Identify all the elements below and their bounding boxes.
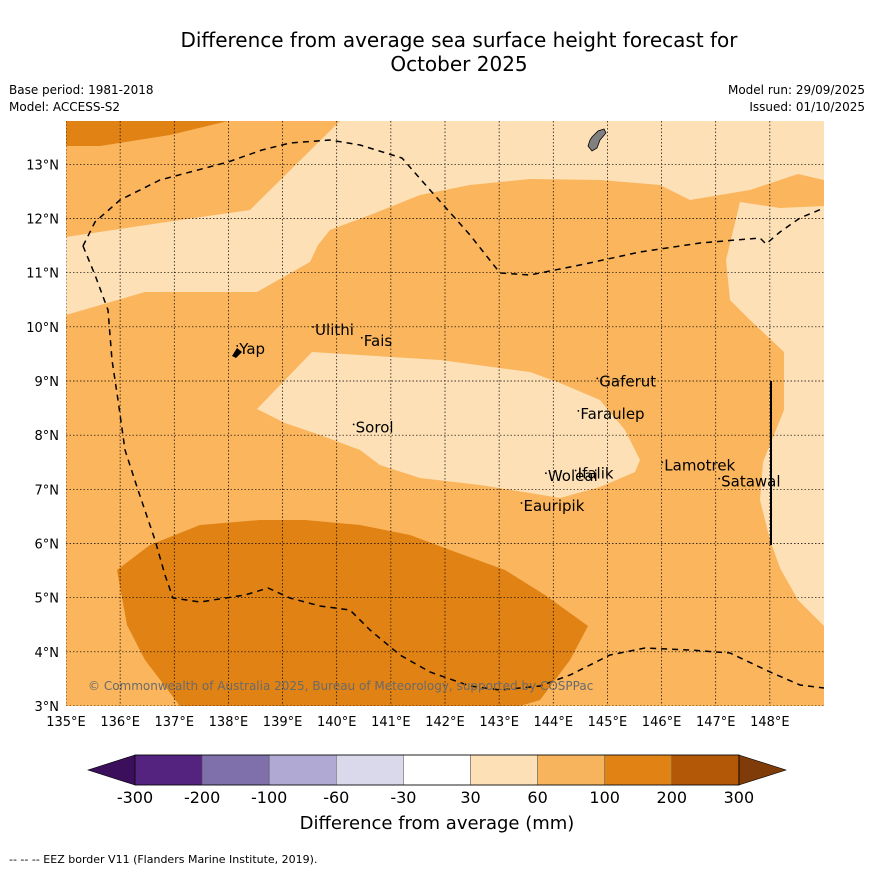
lat-tick-label: 10°N xyxy=(26,321,59,336)
place-label: Eauripik xyxy=(524,497,585,515)
colorbar-box xyxy=(268,754,337,786)
colorbar-box xyxy=(671,754,740,786)
lon-tick-label: 148°E xyxy=(750,715,790,730)
place-label: Sorol xyxy=(356,418,394,436)
guam-island-icon xyxy=(587,128,607,152)
island-marker xyxy=(520,502,523,504)
lon-tick-label: 135°E xyxy=(46,715,86,730)
colorbar-box xyxy=(470,754,538,786)
place-label: Fais xyxy=(364,332,393,350)
model-name: Model: ACCESS-S2 xyxy=(9,100,121,114)
lat-tick-label: 6°N xyxy=(35,538,60,553)
lat-tick-labels: 3°N 4°N 5°N 6°N 7°N 8°N 9°N 10°N 11°N 12°N 13°N xyxy=(26,158,59,715)
island-marker xyxy=(544,472,547,475)
lon-tick-label: 138°E xyxy=(209,715,249,730)
colorbar-arrow-high xyxy=(738,754,787,786)
lon-tick-label: 146°E xyxy=(642,715,682,730)
colorbar-tick-label: 100 xyxy=(589,788,620,807)
lat-tick-label: 12°N xyxy=(26,213,59,228)
lat-tick-label: 8°N xyxy=(35,429,60,444)
lon-tick-label: 136°E xyxy=(100,715,140,730)
island-marker xyxy=(236,345,239,347)
colorbar-box xyxy=(604,754,673,786)
island-marker xyxy=(312,326,314,328)
lon-tick-label: 142°E xyxy=(425,715,465,730)
eez-border-line xyxy=(82,139,824,276)
colorbar-tick-label: -30 xyxy=(390,788,417,807)
place-label: Faraulep xyxy=(580,405,644,423)
title-line-1: Difference from average sea surface heig… xyxy=(180,28,738,52)
copyright-note: © Commonwealth of Australia 2025, Bureau… xyxy=(88,679,593,693)
colorbar-tick-label: -60 xyxy=(323,788,350,807)
island-marker xyxy=(596,377,599,380)
lat-tick-label: 9°N xyxy=(35,375,60,390)
meta-right: Model run: 29/09/2025 Issued: 01/10/2025 xyxy=(728,82,865,116)
colorbar-tick-label: -300 xyxy=(116,788,154,807)
island-marker xyxy=(661,461,664,464)
colorbar-tick-label: 30 xyxy=(460,788,481,807)
title-line-2: October 2025 xyxy=(390,52,528,76)
colorbar-box xyxy=(201,754,270,786)
colorbar-box xyxy=(336,754,404,786)
band-30-60-central xyxy=(257,352,640,498)
place-label: Yap xyxy=(238,340,265,358)
colorbar xyxy=(87,754,787,786)
lat-tick-label: 11°N xyxy=(26,267,59,282)
colorbar-tick-label: 60 xyxy=(527,788,548,807)
lat-tick-label: 4°N xyxy=(35,646,60,661)
lon-tick-label: 143°E xyxy=(479,715,519,730)
lat-tick-label: 5°N xyxy=(35,592,60,607)
colorbar-box xyxy=(403,754,471,786)
lon-tick-label: 145°E xyxy=(588,715,628,730)
lon-tick-label: 140°E xyxy=(317,715,357,730)
eez-footnote: -- -- -- EEZ border V11 (Flanders Marine… xyxy=(9,853,318,866)
base-period: Base period: 1981-2018 xyxy=(9,83,154,97)
place-label: Lamotrek xyxy=(664,456,735,474)
place-label: Ifalik xyxy=(578,465,614,483)
chart-title: Difference from average sea surface heig… xyxy=(0,28,873,76)
lon-tick-label: 147°E xyxy=(696,715,736,730)
colorbar-box xyxy=(134,754,203,786)
colorbar-tick-label: 300 xyxy=(723,788,755,807)
colorbar-title: Difference from average (mm) xyxy=(299,813,575,834)
lat-tick-label: 3°N xyxy=(35,700,60,715)
colorbar-arrow-low xyxy=(87,754,136,786)
place-label: Woleai xyxy=(548,467,598,485)
island-marker xyxy=(352,423,355,426)
place-label: Satawal xyxy=(721,473,780,491)
island-marker xyxy=(718,477,721,480)
colorbar-box xyxy=(537,754,605,786)
yap-island-icon xyxy=(232,348,242,358)
band-30-60-north xyxy=(66,121,824,315)
colorbar-frame xyxy=(134,754,740,786)
colorbar-tick-label: -200 xyxy=(183,788,221,807)
island-marker xyxy=(360,336,363,339)
lon-tick-label: 141°E xyxy=(371,715,411,730)
lon-tick-label: 139°E xyxy=(263,715,303,730)
band-100-200-nw xyxy=(66,121,228,146)
lon-tick-label: 137°E xyxy=(155,715,195,730)
place-label: Gaferut xyxy=(599,372,656,390)
model-run: Model run: 29/09/2025 xyxy=(727,83,865,97)
colorbar-tick-label: 200 xyxy=(656,788,688,807)
eez-borders xyxy=(82,139,824,691)
lon-tick-labels: 135°E 136°E 137°E 138°E 139°E 140°E 141°E 142°E… xyxy=(46,715,789,730)
lat-tick-label: 13°N xyxy=(26,158,59,173)
place-label: Ulithi xyxy=(315,321,354,339)
place-labels: Yap Ulithi Fais Sorol Gaferut Faraulep WoleaiI… xyxy=(236,321,781,515)
meta-left: Base period: 1981-2018 Model: ACCESS-S2 xyxy=(9,82,154,116)
gridlines xyxy=(66,121,824,706)
island-marker xyxy=(577,410,580,412)
lat-tick-label: 7°N xyxy=(35,483,60,498)
lon-tick-label: 144°E xyxy=(534,715,574,730)
eez-border-line xyxy=(82,245,824,691)
island-marker xyxy=(574,469,577,472)
band-30-60-east xyxy=(726,202,824,626)
issued-date: Issued: 01/10/2025 xyxy=(749,100,865,114)
colorbar-tick-label: -100 xyxy=(251,788,288,807)
